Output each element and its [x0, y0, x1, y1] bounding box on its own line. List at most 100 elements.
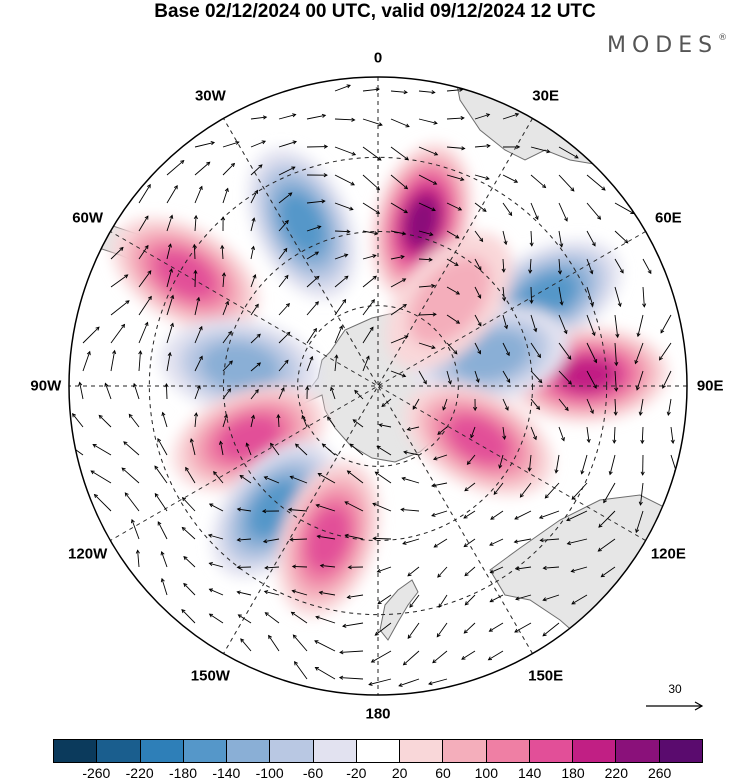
latitude-circle: [297, 305, 459, 467]
wind-vector: [474, 113, 491, 120]
wind-vector: [514, 622, 532, 633]
wind-vector: [250, 115, 268, 120]
wind-vector: [418, 174, 438, 185]
wind-vector: [446, 230, 460, 239]
wind-vector: [166, 214, 174, 232]
wind-vector: [334, 354, 339, 372]
wind-vector: [635, 510, 644, 534]
wind-vector: [464, 594, 476, 606]
wind-vector: [390, 90, 408, 95]
wind-vector: [334, 174, 355, 186]
wind-vector: [157, 437, 168, 456]
wind-vector: [208, 588, 224, 596]
wind-vector: [138, 244, 149, 260]
wind-vector: [418, 90, 436, 95]
wind-vector: [603, 482, 616, 504]
wind-vector: [316, 534, 336, 540]
wind-vector: [138, 321, 149, 344]
wind-vector: [306, 144, 329, 149]
wind-vector: [558, 398, 569, 412]
wind-vector: [515, 594, 532, 601]
wind-vector: [527, 454, 532, 472]
wind-vector: [474, 174, 490, 181]
wind-vector: [670, 426, 675, 445]
wind-vector: [138, 215, 149, 232]
wind-vector: [291, 589, 308, 596]
wind-vector: [446, 370, 452, 385]
wind-vector: [474, 286, 482, 299]
colorbar-tick-label: 220: [604, 765, 629, 781]
wind-vector: [346, 594, 364, 600]
colorbar-cell: [313, 740, 357, 762]
wind-vector: [278, 302, 290, 316]
wind-vector: [586, 370, 597, 389]
wind-vector: [222, 187, 229, 204]
wind-vector: [614, 286, 622, 308]
wind-vector: [306, 327, 317, 344]
wind-vector: [374, 622, 392, 636]
wind-vector: [489, 538, 504, 546]
lon-label-150e: 150E: [528, 667, 564, 685]
map-title: Base 02/12/2024 00 UTC, valid 09/12/2024…: [154, 1, 596, 22]
wind-vector: [463, 510, 476, 519]
wind-vector: [250, 189, 259, 204]
wind-vector: [334, 275, 349, 288]
colorbar-cell: [659, 740, 702, 762]
wind-vector: [612, 426, 617, 444]
wind-vector: [342, 622, 364, 628]
wind-vector: [239, 474, 252, 484]
wind-vector: [502, 398, 509, 411]
wind-vector: [432, 650, 448, 664]
anomaly-contour: [217, 415, 281, 461]
lon-label-30w: 30W: [194, 87, 226, 105]
wind-vector: [334, 229, 351, 234]
wind-vector: [262, 538, 280, 544]
anomaly-contour: [306, 506, 351, 572]
reference-vector-label: 30: [668, 682, 682, 696]
wind-vector: [436, 622, 448, 638]
wind-vector: [138, 350, 143, 372]
wind-vector: [640, 426, 645, 445]
wind-vector: [250, 217, 256, 232]
wind-vector: [221, 216, 226, 232]
colorbar-tick-label: 140: [517, 765, 542, 781]
wind-vector: [502, 202, 513, 217]
wind-vector: [181, 497, 196, 512]
wind-vector: [166, 184, 178, 204]
wind-vector: [418, 312, 437, 317]
wind-vector: [250, 274, 257, 288]
wind-vector: [362, 230, 379, 236]
meridian-line: [223, 118, 533, 654]
wind-vector: [327, 416, 336, 428]
wind-vector: [446, 202, 463, 211]
polar-map: [68, 76, 688, 696]
wind-vector: [635, 370, 644, 391]
wind-vector: [538, 510, 560, 519]
wind-vector: [390, 254, 405, 260]
wind-vector: [571, 594, 588, 605]
wind-vector: [193, 269, 198, 288]
wind-vector: [390, 118, 410, 128]
wind-vector: [193, 412, 199, 428]
wind-vector: [571, 482, 588, 500]
wind-vector: [194, 185, 203, 204]
wind-vector: [236, 507, 252, 512]
wind-vector: [474, 314, 482, 327]
wind-vector: [463, 538, 476, 548]
anomaly-contour: [408, 256, 491, 346]
colorbar-cell: [616, 740, 660, 762]
colorbar-cell: [54, 740, 98, 762]
wind-vector: [263, 476, 280, 484]
wind-vector: [362, 275, 377, 288]
wind-vector: [398, 678, 420, 687]
colorbar-tick-label: -140: [212, 765, 241, 781]
wind-vector: [222, 162, 236, 176]
wind-vector: [72, 413, 84, 428]
wind-vector: [318, 590, 336, 596]
wind-vector: [334, 84, 351, 92]
wind-vector: [110, 246, 124, 260]
wind-vector: [339, 650, 364, 655]
wind-vector: [194, 296, 201, 316]
wind-vector: [466, 454, 476, 466]
meridian-line: [110, 231, 646, 541]
